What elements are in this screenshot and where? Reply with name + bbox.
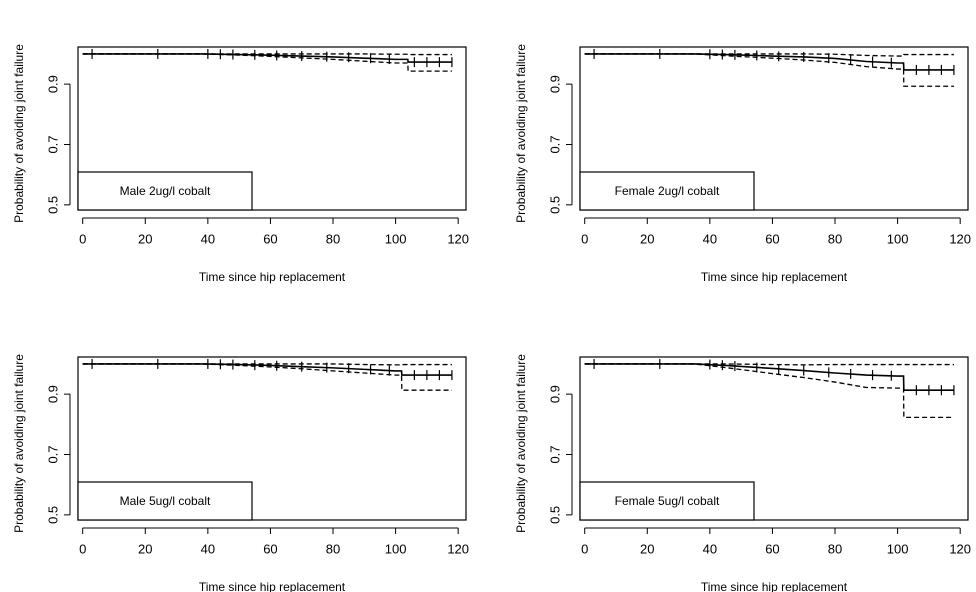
confidence-band bbox=[584, 363, 954, 366]
y-tick-label: 0.5 bbox=[45, 196, 60, 214]
label-box bbox=[579, 481, 755, 521]
x-tick-label: 20 bbox=[640, 231, 654, 246]
confidence-band bbox=[82, 363, 452, 391]
x-tick-label: 20 bbox=[138, 541, 152, 556]
x-tick-label: 120 bbox=[447, 541, 469, 556]
y-tick-label: 0.9 bbox=[547, 75, 562, 93]
panel: 0 20 40 60 80 100 120 Time since hip replacemen… bbox=[12, 354, 469, 592]
confidence-band bbox=[82, 53, 452, 56]
panel-label: Female 2ug/l cobalt bbox=[615, 184, 720, 198]
survival-curve bbox=[82, 53, 452, 63]
confidence-band bbox=[584, 53, 954, 57]
plot-frame bbox=[77, 356, 467, 521]
plot-frame bbox=[579, 46, 969, 211]
y-tick-label: 0.5 bbox=[547, 196, 562, 214]
confidence-band bbox=[82, 53, 452, 72]
x-tick-label: 20 bbox=[640, 541, 654, 556]
y-axis-label: Probability of avoiding joint failure bbox=[12, 354, 26, 533]
y-tick-label: 0.7 bbox=[45, 445, 60, 463]
x-tick-label: 120 bbox=[949, 541, 971, 556]
x-tick-label: 0 bbox=[581, 231, 588, 246]
confidence-band bbox=[584, 53, 954, 87]
y-tick-label: 0.9 bbox=[547, 385, 562, 403]
panel: 0 20 40 60 80 100 120 Time since hip replacemen… bbox=[514, 354, 971, 592]
x-axis-label: Time since hip replacement bbox=[199, 580, 346, 592]
confidence-band bbox=[82, 363, 452, 366]
label-box bbox=[579, 171, 755, 211]
y-tick-label: 0.5 bbox=[45, 506, 60, 524]
x-tick-label: 40 bbox=[201, 541, 215, 556]
plot-frame bbox=[579, 356, 969, 521]
y-tick-label: 0.9 bbox=[45, 75, 60, 93]
label-box bbox=[77, 171, 253, 211]
label-box bbox=[77, 481, 253, 521]
x-tick-label: 60 bbox=[765, 541, 779, 556]
x-tick-label: 60 bbox=[765, 231, 779, 246]
x-tick-label: 60 bbox=[263, 231, 277, 246]
x-tick-label: 80 bbox=[326, 231, 340, 246]
x-tick-label: 20 bbox=[138, 231, 152, 246]
y-tick-label: 0.7 bbox=[45, 135, 60, 153]
x-tick-label: 100 bbox=[385, 231, 407, 246]
x-tick-label: 0 bbox=[581, 541, 588, 556]
x-tick-label: 80 bbox=[828, 541, 842, 556]
x-tick-label: 0 bbox=[79, 231, 86, 246]
x-tick-label: 40 bbox=[703, 541, 717, 556]
y-axis-label: Probability of avoiding joint failure bbox=[514, 44, 528, 223]
y-axis-label: Probability of avoiding joint failure bbox=[514, 354, 528, 533]
x-tick-label: 40 bbox=[703, 231, 717, 246]
y-axis-label: Probability of avoiding joint failure bbox=[12, 44, 26, 223]
y-tick-label: 0.9 bbox=[45, 385, 60, 403]
x-tick-label: 40 bbox=[201, 231, 215, 246]
survival-curve bbox=[82, 363, 452, 376]
x-axis-label: Time since hip replacement bbox=[199, 270, 346, 284]
panel-label: Male 2ug/l cobalt bbox=[120, 184, 211, 198]
y-tick-label: 0.7 bbox=[547, 445, 562, 463]
plot-frame bbox=[77, 46, 467, 211]
x-tick-label: 100 bbox=[385, 541, 407, 556]
panel: 0 20 40 60 80 100 120 Time since hip replacemen… bbox=[12, 44, 469, 284]
x-tick-label: 80 bbox=[326, 541, 340, 556]
survival-curve bbox=[584, 363, 954, 391]
panel-label: Male 5ug/l cobalt bbox=[120, 494, 211, 508]
x-axis-label: Time since hip replacement bbox=[701, 580, 848, 592]
x-tick-label: 100 bbox=[887, 541, 909, 556]
panel: 0 20 40 60 80 100 120 Time since hip replacemen… bbox=[514, 44, 971, 284]
x-tick-label: 120 bbox=[447, 231, 469, 246]
x-tick-label: 0 bbox=[79, 541, 86, 556]
y-tick-label: 0.5 bbox=[547, 506, 562, 524]
confidence-band bbox=[584, 363, 954, 419]
y-tick-label: 0.7 bbox=[547, 135, 562, 153]
x-tick-label: 120 bbox=[949, 231, 971, 246]
x-tick-label: 60 bbox=[263, 541, 277, 556]
x-tick-label: 80 bbox=[828, 231, 842, 246]
x-axis-label: Time since hip replacement bbox=[701, 270, 848, 284]
panel-label: Female 5ug/l cobalt bbox=[615, 494, 720, 508]
x-tick-label: 100 bbox=[887, 231, 909, 246]
